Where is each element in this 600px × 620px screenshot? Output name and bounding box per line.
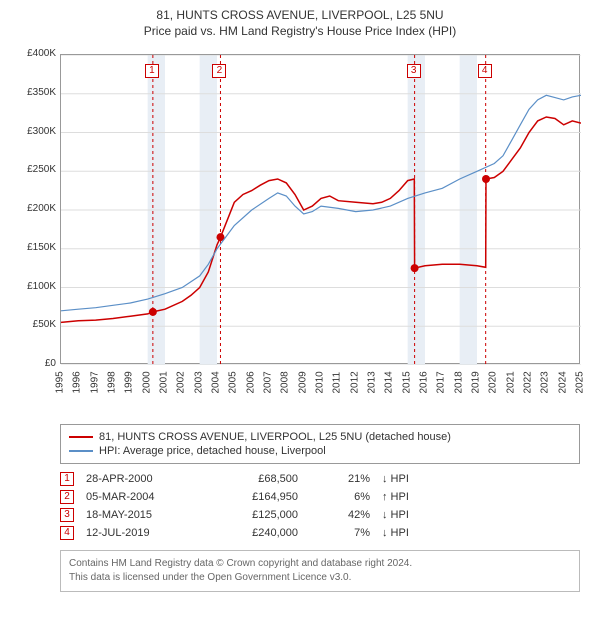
x-tick-label: 1995 — [55, 380, 66, 394]
x-tick-label: 1998 — [107, 380, 118, 394]
chart-title: 81, HUNTS CROSS AVENUE, LIVERPOOL, L25 5… — [12, 8, 588, 22]
x-tick-label: 2020 — [488, 380, 499, 394]
transaction-marker: 2 — [212, 64, 226, 78]
x-tick-label: 2016 — [419, 380, 430, 394]
transaction-price: £125,000 — [208, 509, 298, 521]
x-tick-label: 2021 — [505, 380, 516, 394]
plot-area — [60, 54, 580, 364]
y-tick-label: £350K — [12, 87, 56, 98]
transaction-num: 4 — [60, 526, 74, 540]
x-tick-label: 2018 — [453, 380, 464, 394]
transaction-date: 05-MAR-2004 — [86, 491, 196, 503]
legend-label: HPI: Average price, detached house, Live… — [99, 445, 326, 457]
x-tick-label: 2003 — [193, 380, 204, 394]
y-tick-label: £400K — [12, 48, 56, 59]
x-tick-label: 2019 — [471, 380, 482, 394]
transaction-pct: 21% — [310, 473, 370, 485]
x-tick-label: 2014 — [384, 380, 395, 394]
transaction-row: 4 12-JUL-2019 £240,000 7% ↓ HPI — [60, 526, 580, 540]
x-tick-label: 2008 — [280, 380, 291, 394]
transaction-marker: 4 — [478, 64, 492, 78]
x-tick-label: 2012 — [349, 380, 360, 394]
transaction-num: 2 — [60, 490, 74, 504]
footer-line2: This data is licensed under the Open Gov… — [69, 571, 571, 585]
y-tick-label: £250K — [12, 164, 56, 175]
y-tick-label: £300K — [12, 126, 56, 137]
transaction-marker: 3 — [407, 64, 421, 78]
x-tick-label: 2009 — [297, 380, 308, 394]
attribution-footer: Contains HM Land Registry data © Crown c… — [60, 550, 580, 592]
transaction-direction: ↓ HPI — [382, 527, 432, 539]
x-tick-label: 1996 — [72, 380, 83, 394]
legend-swatch — [69, 450, 93, 452]
legend-item: 81, HUNTS CROSS AVENUE, LIVERPOOL, L25 5… — [69, 431, 571, 443]
transaction-pct: 6% — [310, 491, 370, 503]
x-tick-label: 2010 — [315, 380, 326, 394]
x-tick-label: 2011 — [332, 380, 343, 394]
transaction-marker: 1 — [145, 64, 159, 78]
legend-item: HPI: Average price, detached house, Live… — [69, 445, 571, 457]
x-tick-label: 2004 — [211, 380, 222, 394]
x-tick-label: 1997 — [89, 380, 100, 394]
x-tick-label: 2000 — [141, 380, 152, 394]
chart-container: £0 £50K £100K £150K £200K £250K £300K £350K £400… — [12, 46, 588, 416]
transaction-pct: 42% — [310, 509, 370, 521]
legend-label: 81, HUNTS CROSS AVENUE, LIVERPOOL, L25 5… — [99, 431, 451, 443]
x-tick-label: 2005 — [228, 380, 239, 394]
transaction-num: 3 — [60, 508, 74, 522]
x-tick-label: 1999 — [124, 380, 135, 394]
x-tick-label: 2002 — [176, 380, 187, 394]
x-tick-label: 2006 — [245, 380, 256, 394]
x-tick-label: 2022 — [523, 380, 534, 394]
transaction-date: 12-JUL-2019 — [86, 527, 196, 539]
legend-swatch — [69, 436, 93, 438]
x-tick-label: 2025 — [575, 380, 586, 394]
x-tick-label: 2017 — [436, 380, 447, 394]
transaction-row: 3 18-MAY-2015 £125,000 42% ↓ HPI — [60, 508, 580, 522]
y-tick-label: £0 — [12, 358, 56, 369]
transaction-direction: ↓ HPI — [382, 509, 432, 521]
x-tick-label: 2007 — [263, 380, 274, 394]
transaction-date: 18-MAY-2015 — [86, 509, 196, 521]
transaction-row: 1 28-APR-2000 £68,500 21% ↓ HPI — [60, 472, 580, 486]
legend: 81, HUNTS CROSS AVENUE, LIVERPOOL, L25 5… — [60, 424, 580, 464]
transaction-price: £164,950 — [208, 491, 298, 503]
transaction-num: 1 — [60, 472, 74, 486]
transactions-table: 1 28-APR-2000 £68,500 21% ↓ HPI 2 05-MAR-2004 £… — [60, 472, 580, 540]
transaction-price: £68,500 — [208, 473, 298, 485]
y-tick-label: £150K — [12, 242, 56, 253]
x-tick-label: 2015 — [401, 380, 412, 394]
transaction-direction: ↑ HPI — [382, 491, 432, 503]
x-tick-label: 2001 — [159, 380, 170, 394]
x-tick-label: 2013 — [367, 380, 378, 394]
plot-svg — [61, 55, 581, 365]
y-tick-label: £50K — [12, 319, 56, 330]
y-tick-label: £100K — [12, 281, 56, 292]
transaction-row: 2 05-MAR-2004 £164,950 6% ↑ HPI — [60, 490, 580, 504]
transaction-date: 28-APR-2000 — [86, 473, 196, 485]
transaction-pct: 7% — [310, 527, 370, 539]
footer-line1: Contains HM Land Registry data © Crown c… — [69, 557, 571, 571]
x-tick-label: 2023 — [540, 380, 551, 394]
x-tick-label: 2024 — [557, 380, 568, 394]
transaction-direction: ↓ HPI — [382, 473, 432, 485]
transaction-price: £240,000 — [208, 527, 298, 539]
y-tick-label: £200K — [12, 203, 56, 214]
chart-subtitle: Price paid vs. HM Land Registry's House … — [12, 24, 588, 38]
